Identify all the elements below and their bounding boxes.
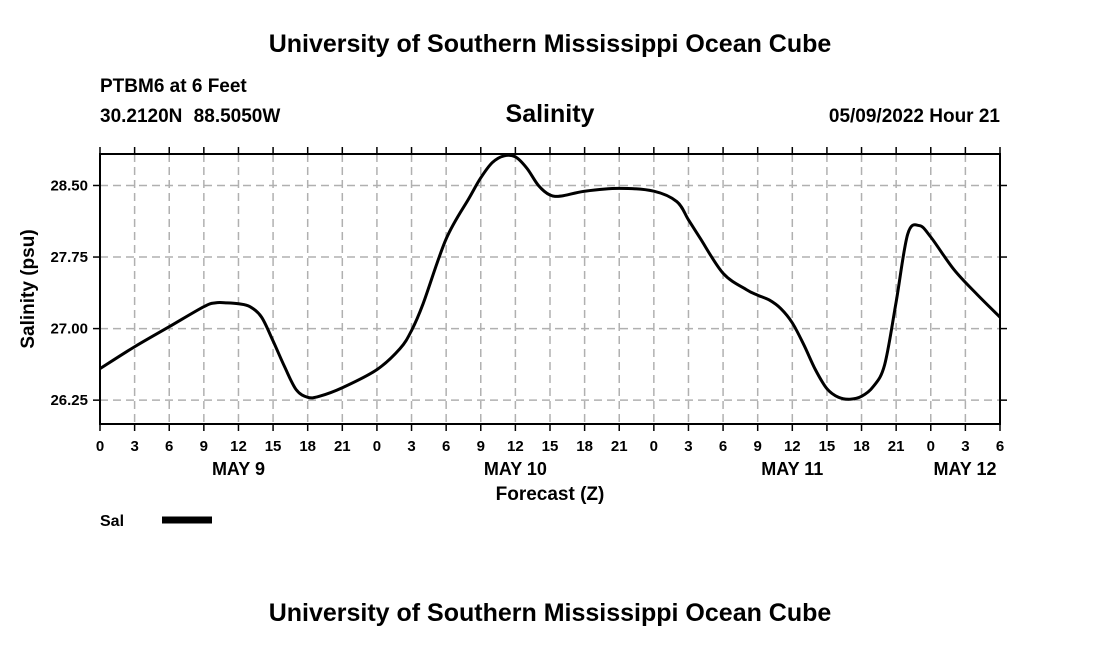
x-tick-label: 0 xyxy=(96,438,104,455)
x-tick-label: 9 xyxy=(477,438,485,455)
grid-lines xyxy=(100,154,1000,424)
y-axis-title: Salinity (psu) xyxy=(18,229,39,348)
x-tick-label: 6 xyxy=(165,438,173,455)
x-tick-label: 0 xyxy=(650,438,658,455)
x-tick-label: 21 xyxy=(334,438,351,455)
date-label: MAY 11 xyxy=(761,459,823,479)
legend-label: Sal xyxy=(100,513,124,530)
x-tick-label: 3 xyxy=(684,438,692,455)
x-tick-label: 15 xyxy=(542,438,559,455)
x-tick-label: 15 xyxy=(819,438,836,455)
chart-header-title: University of Southern Mississippi Ocean… xyxy=(268,30,832,58)
x-tick-label: 0 xyxy=(373,438,381,455)
x-tick-label: 12 xyxy=(784,438,801,455)
x-tick-label: 3 xyxy=(407,438,415,455)
x-tick-label: 3 xyxy=(130,438,138,455)
x-tick-label: 18 xyxy=(853,438,870,455)
x-tick-label: 15 xyxy=(265,438,282,455)
x-tick-label: 3 xyxy=(961,438,969,455)
date-label: MAY 9 xyxy=(212,459,265,479)
y-tick-label: 27.75 xyxy=(50,249,88,266)
x-tick-label: 21 xyxy=(611,438,628,455)
axes: 0 3 6 9 12 15 18 21 0 3 6 9 12 15 18 21 0 3 6 9 12 15 18 21 0 3 6 2… xyxy=(50,147,1007,479)
x-tick-label: 18 xyxy=(299,438,316,455)
y-tick-label: 27.00 xyxy=(50,321,88,338)
series-line-sal xyxy=(99,153,1002,401)
coordinates-label: 30.2120N 88.5050W xyxy=(100,106,281,127)
x-tick-label: 6 xyxy=(719,438,727,455)
x-tick-label: 6 xyxy=(996,438,1004,455)
parameter-title: Salinity xyxy=(505,100,595,128)
x-axis-title: Forecast (Z) xyxy=(496,484,605,505)
x-tick-label: 12 xyxy=(230,438,247,455)
legend: Sal xyxy=(100,513,212,530)
x-tick-label: 21 xyxy=(888,438,905,455)
series-layer xyxy=(99,153,1002,401)
x-tick-label: 18 xyxy=(576,438,593,455)
x-tick-label: 9 xyxy=(754,438,762,455)
forecast-datetime: 05/09/2022 Hour 21 xyxy=(828,106,1000,127)
x-tick-label: 12 xyxy=(507,438,524,455)
chart-footer-title: University of Southern Mississippi Ocean… xyxy=(268,599,832,627)
y-tick-label: 28.50 xyxy=(50,177,88,194)
x-tick-label: 0 xyxy=(927,438,935,455)
x-tick-label: 6 xyxy=(442,438,450,455)
y-tick-label: 26.25 xyxy=(50,392,88,409)
station-label: PTBM6 at 6 Feet xyxy=(100,76,247,97)
date-label: MAY 12 xyxy=(933,459,996,479)
x-tick-label: 9 xyxy=(200,438,208,455)
date-label: MAY 10 xyxy=(484,459,547,479)
